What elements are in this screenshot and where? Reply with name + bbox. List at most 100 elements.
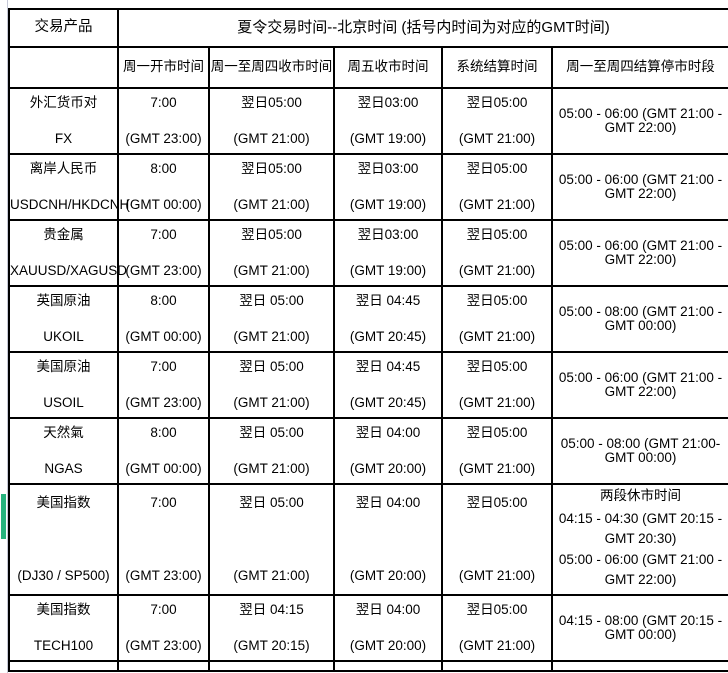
value-line-2: (GMT 20:15) xyxy=(233,638,310,653)
value-line-2: (GMT 00:00) xyxy=(125,329,202,344)
value-line-1: 翌日05:00 xyxy=(241,160,302,176)
row-monday-open: 8:00 (GMT 00:00) xyxy=(117,417,210,485)
spacer xyxy=(210,617,333,639)
header-col-mon-thu-close: 周一至周四收市时间 xyxy=(208,46,335,89)
row-settlement-time: 翌日05:00 (GMT 21:00) xyxy=(441,285,553,353)
value-line-1: 翌日05:00 xyxy=(466,160,528,176)
row-friday-close: 翌日 04:00 (GMT 20:00) xyxy=(333,594,443,662)
row-settlement-time: 翌日05:00 (GMT 21:00) xyxy=(441,594,553,662)
row-friday-close: 翌日 04:00 (GMT 20:00) xyxy=(333,417,443,485)
row-product: 英国原油 UKOIL xyxy=(8,285,119,353)
table-row-partial xyxy=(8,660,728,672)
value-line-2: (GMT 21:00) xyxy=(458,461,536,476)
product-name-cn: 天然氣 xyxy=(43,424,84,440)
row-settlement-halt: 05:00 - 06:00 (GMT 21:00 - GMT 22:00) xyxy=(550,87,728,155)
value-line-2: (GMT 23:00) xyxy=(125,131,202,146)
spacer xyxy=(10,176,117,198)
spacer xyxy=(335,242,441,264)
table-row: 贵金属 XAUUSD/XAGUSD 7:00 (GMT 23:00) 翌日05:… xyxy=(8,219,728,287)
row-mon-thu-close: 翌日05:00 (GMT 21:00) xyxy=(208,219,335,287)
value-line-1: 8:00 xyxy=(150,292,177,308)
value-line-1: 翌日03:00 xyxy=(357,226,419,242)
value-line-2: (GMT 21:00) xyxy=(458,638,536,653)
product-code: (DJ30 / SP500) xyxy=(17,567,110,583)
value-line-2: (GMT 20:45) xyxy=(349,329,427,344)
value-line-1: 翌日05:00 xyxy=(241,94,302,110)
product-name-cn: 美国指数 xyxy=(36,601,91,617)
value-line-2: (GMT 21:00) xyxy=(233,395,310,410)
row-settlement-halt: 两段休市时间 04:15 - 04:30 (GMT 20:15 - GMT 20… xyxy=(550,483,728,596)
partial-cell xyxy=(208,660,335,672)
partial-cell xyxy=(117,660,210,672)
value-line-1: 翌日05:00 xyxy=(466,495,528,511)
row-friday-close: 翌日 04:45 (GMT 20:45) xyxy=(333,351,443,419)
value-line-1: 7:00 xyxy=(150,495,177,511)
value-line-2: (GMT 20:45) xyxy=(349,395,427,410)
spacer xyxy=(443,242,551,264)
product-name-cn: 美国原油 xyxy=(36,358,91,374)
row-monday-open: 7:00 (GMT 23:00) xyxy=(117,219,210,287)
value-line-1: 7:00 xyxy=(150,601,177,617)
value-line-1: 翌日 04:00 xyxy=(355,495,421,511)
row-settlement-halt: 05:00 - 08:00 (GMT 21:00 - GMT 00:00) xyxy=(550,285,728,353)
value-line-1: 翌日 04:45 xyxy=(355,358,421,374)
spacer xyxy=(335,308,441,330)
value-line-2: (GMT 23:00) xyxy=(125,395,202,410)
spacer xyxy=(335,440,441,462)
spacer xyxy=(10,242,117,264)
row-monday-open: 7:00 (GMT 23:00) xyxy=(117,351,210,419)
row-friday-close: 翌日 04:45 (GMT 20:45) xyxy=(333,285,443,353)
row-product: 天然氣 NGAS xyxy=(8,417,119,485)
product-name-cn: 贵金属 xyxy=(43,226,84,242)
product-code: XAUUSD/XAGUSD xyxy=(10,263,128,278)
row-monday-open: 7:00 (GMT 23:00) xyxy=(117,87,210,155)
value-line-2: (GMT 23:00) xyxy=(125,567,202,583)
row-monday-open: 7:00 (GMT 23:00) xyxy=(117,594,210,662)
value-line-1: 翌日03:00 xyxy=(357,94,419,110)
value-line-1: 翌日05:00 xyxy=(466,424,528,440)
row-settlement-halt: 05:00 - 06:00 (GMT 21:00 - GMT 22:00) xyxy=(550,219,728,287)
value-line-1: 翌日 05:00 xyxy=(239,495,304,511)
row-mon-thu-close: 翌日05:00 (GMT 21:00) xyxy=(208,153,335,221)
row-monday-open: 8:00 (GMT 00:00) xyxy=(117,153,210,221)
spacer xyxy=(210,242,333,264)
row-settlement-time: 翌日05:00 (GMT 21:00) xyxy=(441,153,553,221)
header-col-settlement-halt: 周一至周四结算停市时段 xyxy=(550,46,728,89)
product-code: USOIL xyxy=(43,395,84,410)
spacer xyxy=(119,374,208,396)
row-monday-open: 8:00 (GMT 00:00) xyxy=(117,285,210,353)
row-mon-thu-close: 翌日 05:00 (GMT 21:00) xyxy=(208,483,335,596)
spacer xyxy=(335,374,441,396)
spacer xyxy=(10,308,117,330)
table-row: 外汇货币对 FX 7:00 (GMT 23:00) 翌日05:00 (GMT 2… xyxy=(8,87,728,155)
row-friday-close: 翌日03:00 (GMT 19:00) xyxy=(333,219,443,287)
spacer xyxy=(10,110,117,132)
value-line-2: (GMT 00:00) xyxy=(125,461,202,476)
spacer xyxy=(10,374,117,396)
value-line-1: 翌日05:00 xyxy=(466,292,528,308)
partial-cell xyxy=(333,660,443,672)
value-line-1: 翌日 04:15 xyxy=(239,601,304,617)
value-line-2: (GMT 21:00) xyxy=(458,263,536,278)
value-line-2: (GMT 19:00) xyxy=(349,131,427,146)
spacer xyxy=(119,176,208,198)
value-line-1: 翌日05:00 xyxy=(241,226,302,242)
spacer xyxy=(443,617,551,639)
value-line-2: (GMT 20:00) xyxy=(349,638,427,653)
table-row: 离岸人民币 USDCNH/HKDCNH 8:00 (GMT 00:00) 翌日0… xyxy=(8,153,728,221)
row-product: 美国原油 USOIL xyxy=(8,351,119,419)
spacer xyxy=(10,617,117,639)
product-code: FX xyxy=(54,131,73,146)
row-mon-thu-close: 翌日 05:00 (GMT 21:00) xyxy=(208,417,335,485)
row-settlement-halt: 05:00 - 08:00 (GMT 21:00- GMT 00:00) xyxy=(550,417,728,485)
value-line-2: (GMT 21:00) xyxy=(458,329,536,344)
header-product-label: 交易产品 xyxy=(8,8,119,48)
spacer xyxy=(119,440,208,462)
spacer xyxy=(335,110,441,132)
row-product: 贵金属 XAUUSD/XAGUSD xyxy=(8,219,128,287)
product-name-cn: 美国指数 xyxy=(36,495,91,511)
row-mon-thu-close: 翌日05:00 (GMT 21:00) xyxy=(208,87,335,155)
header-col-blank xyxy=(8,46,119,89)
header-col-monday-open: 周一开市时间 xyxy=(117,46,210,89)
